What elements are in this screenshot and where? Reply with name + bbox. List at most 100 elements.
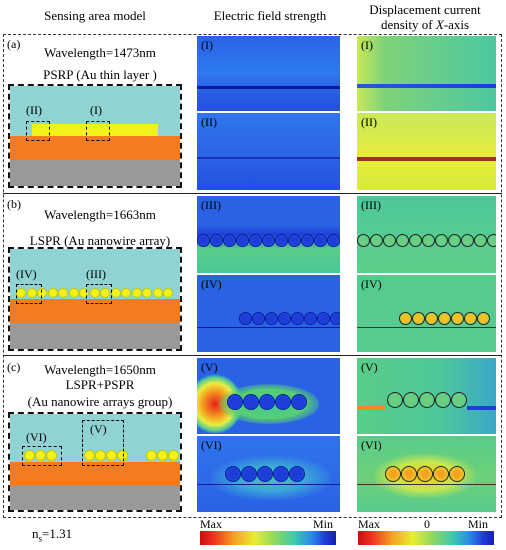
gold-nanowire	[95, 450, 106, 461]
disp-circle	[399, 312, 412, 325]
disp-III-label: (III)	[361, 198, 381, 212]
efield-IV: (IV)	[197, 275, 340, 352]
gold-thin-layer	[32, 124, 158, 136]
zoom-box-VI-label: (VI)	[26, 430, 47, 444]
efield-circle	[223, 234, 236, 247]
gold-nanowire	[47, 288, 58, 298]
efield-circle	[210, 234, 223, 247]
colorbar2-max: Max	[358, 517, 380, 531]
disp-circle	[419, 392, 435, 408]
efield-circle	[278, 312, 291, 325]
gold-nanowire	[106, 450, 117, 461]
section-b-tag: (b)	[7, 197, 21, 211]
header-displacement-line1: Displacement current	[369, 2, 481, 17]
efield-V: (V)	[197, 358, 340, 434]
disp-IV: (IV)	[357, 275, 496, 352]
efield-circle	[257, 466, 273, 482]
disp-circle	[417, 466, 433, 482]
efield-circle	[225, 466, 241, 482]
disp-circle	[448, 234, 461, 247]
disp-circle	[461, 234, 474, 247]
disp-IV-circles	[399, 312, 496, 328]
disp-II-label: (II)	[361, 115, 377, 129]
disp-I: (I)	[357, 36, 496, 111]
disp-circle	[487, 234, 496, 247]
header-displacement-line2: density of X-axis	[380, 17, 470, 32]
zoom-box-IV	[16, 284, 42, 304]
disp-circle	[464, 312, 477, 325]
disp-circle	[403, 392, 419, 408]
disp-circle	[477, 312, 490, 325]
gold-nanowire	[24, 450, 35, 461]
gold-nanowire	[110, 288, 121, 298]
efield-VI-circles	[225, 466, 315, 486]
efield-circle	[275, 234, 288, 247]
disp-circle	[396, 234, 409, 247]
disp-VI-label: (VI)	[361, 438, 382, 452]
gold-nanowire	[46, 450, 57, 461]
gold-nanowire	[79, 288, 89, 298]
gold-nanowire	[142, 288, 152, 298]
disp-circle	[451, 392, 467, 408]
disp-IV-line	[357, 327, 496, 328]
disp-circle	[387, 392, 403, 408]
efield-II-line	[197, 157, 340, 159]
efield-III-circles	[197, 234, 340, 248]
efield-circle	[243, 394, 259, 410]
gold-nanowire	[168, 450, 179, 461]
efield-circle	[227, 394, 243, 410]
disp-circle	[451, 312, 464, 325]
gold-nanowire	[100, 288, 110, 298]
nanowire-array	[16, 288, 176, 299]
disp-circle	[438, 312, 451, 325]
colorbar-displacement-current	[358, 531, 494, 545]
efield-VI-label: (VI)	[201, 438, 222, 452]
efield-circle	[288, 234, 301, 247]
gold-nanowire	[58, 288, 68, 298]
disp-circle	[422, 234, 435, 247]
gray-substrate	[10, 486, 180, 510]
efield-I-label: (I)	[201, 38, 213, 52]
section-c-wavelength: Wavelength=1650nm	[44, 362, 156, 377]
disp-V-circles	[387, 392, 487, 412]
gray-substrate	[10, 323, 180, 349]
section-c-tag: (c)	[7, 360, 21, 374]
efield-circle	[197, 234, 210, 247]
section-a-mode: PSRP (Au thin layer )	[43, 67, 157, 82]
section-b-wavelength: Wavelength=1663nm	[44, 207, 156, 222]
section-b-mode: LSPR (Au nanowire array)	[29, 233, 171, 248]
header-sensing-model: Sensing area model	[44, 8, 146, 23]
gold-nanowire	[131, 288, 142, 298]
efield-circle	[327, 234, 340, 247]
efield-circle	[249, 234, 262, 247]
disp-circle	[449, 466, 465, 482]
zoom-box-I-label: (I)	[90, 103, 102, 117]
efield-V-label: (V)	[201, 360, 218, 374]
efield-circle	[301, 234, 314, 247]
nanowire-groups	[10, 450, 180, 462]
disp-circle	[370, 234, 383, 247]
disp-V-orange-bar	[357, 406, 385, 410]
disp-circle	[409, 234, 422, 247]
efield-III: (III)	[197, 196, 340, 273]
section-b-model: (IV) (III)	[8, 247, 182, 351]
disp-circle	[401, 466, 417, 482]
efield-circle	[273, 466, 289, 482]
efield-IV-circles	[239, 312, 340, 328]
gold-nanowire	[37, 288, 47, 298]
efield-IV-line	[197, 327, 340, 328]
disp-II: (II)	[357, 113, 496, 190]
efield-circle	[289, 466, 305, 482]
disp-circle	[357, 234, 370, 247]
efield-circle	[265, 312, 278, 325]
efield-circle	[259, 394, 275, 410]
colorbar1-min: Min	[313, 517, 334, 531]
disp-I-label: (I)	[361, 38, 373, 52]
figure-frame	[3, 34, 502, 518]
disp-III: (III)	[357, 196, 496, 273]
efield-circle	[317, 312, 330, 325]
efield-IV-label: (IV)	[201, 277, 222, 291]
efield-VI: (VI)	[197, 436, 340, 512]
zoom-box-III	[86, 284, 112, 304]
gold-nanowire	[163, 288, 173, 298]
